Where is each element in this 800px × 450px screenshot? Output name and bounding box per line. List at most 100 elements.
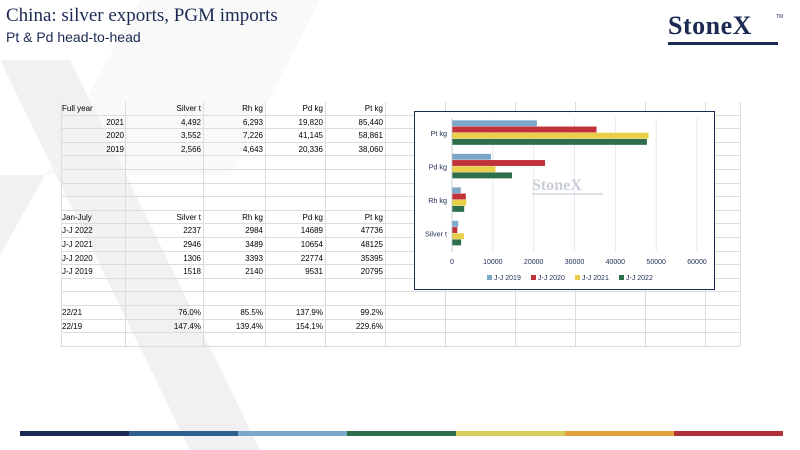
footer-color-segment: [456, 431, 565, 436]
grid-row-line: [61, 292, 740, 306]
grid-row-line: [61, 224, 740, 238]
chart-bar: [452, 166, 496, 173]
table-cell-value: 4,643: [242, 144, 263, 154]
table-cell-value: 3,552: [180, 131, 201, 141]
chart-bar: [452, 199, 467, 206]
table-cell-value: 154.1%: [295, 321, 323, 331]
grid-row-line: [61, 129, 740, 143]
chart-bar: [452, 132, 649, 139]
chart-tick-label: 40000: [606, 259, 626, 266]
footer-color-segment: [347, 431, 456, 436]
chart-category-label: Pt kg: [431, 129, 447, 138]
chart-category-label: Rh kg: [428, 196, 447, 205]
table-cell-value: 2237: [183, 226, 201, 236]
table-cell-value: 22774: [300, 253, 323, 263]
chart-tick-label: 0: [450, 259, 454, 266]
logo-trademark: TM: [776, 14, 784, 20]
table-cell-value: 1306: [183, 253, 201, 263]
chart-tick-label: 60000: [687, 259, 707, 266]
chart-legend-label: J-J 2019: [494, 275, 521, 282]
table-cell-value: 137.9%: [295, 308, 323, 317]
chart-bar: [452, 187, 461, 194]
table-header-value: Rh kg: [242, 212, 263, 222]
chart-bar: [452, 172, 512, 179]
chart-tick-label: 50000: [646, 259, 666, 266]
grid-row-line: [61, 265, 740, 279]
chart-legend-swatch: [619, 275, 624, 280]
table-cell-value: 2984: [245, 226, 263, 236]
table-cell-value: 20795: [360, 267, 383, 277]
table-cell-value: 10654: [300, 240, 323, 249]
chart-bar: [452, 126, 597, 133]
footer-color-segment: [565, 431, 674, 436]
chart-bar: [452, 205, 465, 212]
chart-tick-label: 10000: [483, 259, 503, 266]
grid-row-line: [61, 184, 740, 198]
grid-row-line: [61, 116, 740, 130]
page-title: China: silver exports, PGM imports: [6, 5, 278, 26]
grid-column-line: [740, 102, 741, 346]
table-cell-value: 58,861: [358, 131, 383, 141]
chart-bar: [452, 239, 462, 246]
grid-row-line: [61, 333, 740, 347]
footer-color-segment: [238, 431, 347, 436]
grid-row-line: [61, 238, 740, 252]
table-header-value: Pt kg: [364, 212, 383, 222]
grid-row-line: [61, 252, 740, 266]
table-cell-label: 2021: [106, 117, 124, 127]
stonex-logo: StoneX: [668, 11, 752, 40]
table-cell-value: 147.4%: [173, 321, 201, 331]
table-cell-label: J-J 2022: [62, 226, 93, 236]
table-cell-value: 85.5%: [240, 308, 263, 317]
table-cell-label: 2019: [106, 144, 124, 154]
grid-row-line: [61, 143, 740, 157]
table-cell-value: 76.0%: [178, 308, 201, 317]
grid-row-line: [61, 170, 740, 184]
table-cell-value: 38,060: [358, 144, 383, 154]
chart-bar: [452, 138, 647, 145]
table-cell-value: 2946: [183, 240, 201, 249]
grid-row-line: [61, 102, 740, 116]
chart-bar: [452, 220, 459, 227]
chart-tick-label: 20000: [524, 259, 544, 266]
table-header-value: Pd kg: [302, 104, 323, 113]
table-cell-value: 3393: [245, 253, 263, 263]
table-cell-value: 20,336: [298, 144, 323, 154]
table-cell-value: 4,492: [180, 117, 201, 127]
table-header-label: Full year: [62, 104, 93, 113]
footer-color-segment: [20, 431, 129, 436]
table-cell-value: 99.2%: [360, 308, 383, 317]
table-cell-value: 48125: [360, 240, 383, 249]
grid-row-line: [61, 197, 740, 211]
footer-color-segment: [129, 431, 238, 436]
grid-row-line: [61, 279, 740, 293]
table-cell-value: 229.6%: [355, 321, 383, 331]
chart-legend-label: J-J 2020: [538, 275, 565, 282]
table-cell-value: 7,226: [242, 131, 263, 141]
table-cell-value: 35395: [360, 253, 383, 263]
table-cell-value: 139.4%: [235, 321, 263, 331]
grid-row-line: [61, 320, 740, 334]
table-cell-label: 22/21: [62, 308, 83, 317]
table-cell-value: 2,566: [180, 144, 201, 154]
table-cell-value: 14689: [300, 226, 323, 236]
table-cell-value: 1518: [183, 267, 201, 277]
table-cell-label: J-J 2021: [62, 240, 93, 249]
chart-bar: [452, 153, 491, 160]
chart-category-label: Silver t: [425, 229, 447, 238]
page-subtitle: Pt & Pd head-to-head: [6, 29, 141, 45]
table-cell-value: 41,145: [298, 131, 323, 141]
chart-legend-swatch: [575, 275, 580, 280]
grid-row-line: [61, 156, 740, 170]
chart-bar: [452, 233, 465, 240]
table-cell-label: J-J 2019: [62, 267, 93, 277]
chart-legend-label: J-J 2022: [626, 275, 653, 282]
chart-bar: [452, 160, 545, 166]
table-cell-value: 3489: [245, 240, 263, 249]
table-cell-value: 6,293: [242, 117, 263, 127]
table-header-value: Silver t: [176, 104, 201, 113]
grid-row-line: [61, 211, 740, 225]
chart-tick-label: 30000: [565, 259, 585, 266]
chart-bar: [452, 227, 458, 233]
